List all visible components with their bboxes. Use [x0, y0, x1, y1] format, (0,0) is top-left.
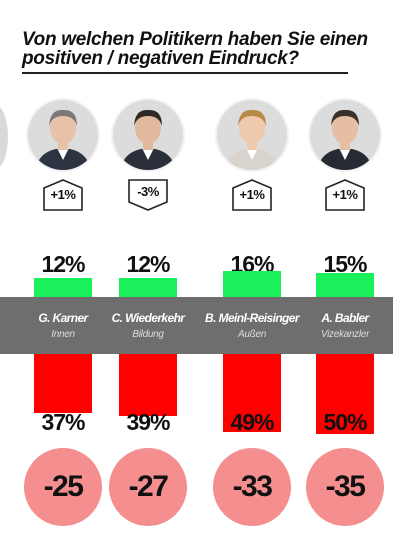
- politician-name: C. Wiederkehr: [111, 311, 185, 325]
- net-score-value: -25: [43, 470, 84, 503]
- net-score-value: -27: [128, 470, 169, 503]
- politician-role: Innen: [51, 329, 75, 340]
- negative-bar: [223, 354, 281, 433]
- politician-name: G. Karner: [38, 311, 88, 325]
- politician-role: Bildung: [132, 329, 164, 340]
- title-underline: [22, 72, 348, 74]
- negative-value-label: 37%: [41, 409, 85, 435]
- negative-value-label: 39%: [126, 409, 170, 435]
- change-badge: +1%: [324, 178, 366, 212]
- change-badge: -3%: [127, 178, 169, 212]
- politician-name: B. Meinl-Reisinger: [205, 311, 299, 325]
- negative-value-label: 50%: [323, 409, 367, 435]
- positive-bar: [34, 277, 92, 297]
- change-badge: +1%: [231, 178, 273, 212]
- portrait-avatar: [113, 100, 183, 170]
- positive-bar: [119, 277, 177, 297]
- net-score-circle: -35: [306, 448, 384, 526]
- change-badge: +1%: [42, 178, 84, 212]
- negative-bar: [316, 354, 374, 434]
- chart-title: Von welchen Politikern haben Sie einen p…: [22, 29, 368, 69]
- politician-role: Vizekanzler: [320, 329, 370, 340]
- positive-bar: [223, 271, 281, 297]
- net-score-circle: -25: [24, 448, 102, 526]
- change-value: +1%: [332, 187, 358, 202]
- change-value: -3%: [137, 184, 159, 199]
- portrait-avatar: [310, 100, 380, 170]
- positive-value-label: 15%: [323, 251, 367, 277]
- positive-value-label: 12%: [41, 251, 85, 277]
- politician-column: +1% 16% 49% B. Meinl-Reisinger Außen -33: [205, 0, 300, 556]
- portrait-avatar: [217, 100, 287, 170]
- portrait-avatar: [28, 100, 98, 170]
- net-score-circle: -33: [213, 448, 291, 526]
- politician-name: A. Babler: [321, 311, 369, 325]
- politician-column: +1% 12% 37% G. Karner Innen -25: [18, 0, 108, 556]
- change-value: +1%: [239, 187, 265, 202]
- negative-value-label: 49%: [230, 409, 274, 435]
- cropped-avatar: [0, 104, 8, 170]
- net-score-circle: -27: [109, 448, 187, 526]
- politician-column: +1% 15% 50% A. Babler Vizekanzler -35: [300, 0, 390, 556]
- positive-bar: [316, 273, 374, 297]
- politician-role: Außen: [238, 329, 266, 340]
- net-score-value: -33: [232, 470, 273, 503]
- negative-bar: [119, 354, 177, 417]
- change-value: +1%: [50, 187, 76, 202]
- positive-value-label: 12%: [126, 251, 170, 277]
- negative-bar: [34, 354, 92, 414]
- net-score-value: -35: [325, 470, 366, 503]
- name-band: [0, 297, 393, 354]
- politician-column: -3% 12% 39% C. Wiederkehr Bildung -27: [103, 0, 193, 556]
